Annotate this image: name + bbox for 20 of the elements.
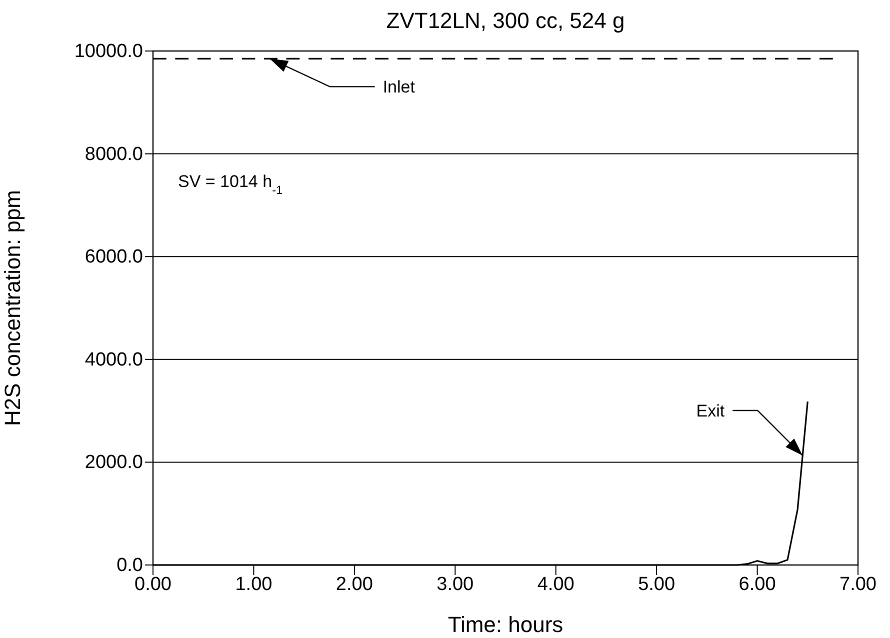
x-tick-label: 1.00 bbox=[235, 574, 272, 595]
y-tick-label: 4000.0 bbox=[84, 349, 143, 370]
annotation: Inlet bbox=[382, 78, 416, 97]
y-axis-title: H2S concentration: ppm bbox=[0, 190, 25, 426]
x-tick-label: 2.00 bbox=[336, 574, 373, 595]
x-tick-label: 3.00 bbox=[436, 574, 474, 595]
x-tick-label: 5.00 bbox=[638, 574, 676, 595]
y-tick-label: 8000.0 bbox=[84, 144, 143, 165]
y-tick-label: 6000.0 bbox=[84, 246, 143, 268]
annotation: SV = 1014 h$_{-1}$ bbox=[178, 172, 284, 197]
chart-title: ZVT12LN, 300 cc, 524 g bbox=[386, 8, 625, 33]
x-tick-label: 7.00 bbox=[840, 574, 876, 595]
x-tick-label: 4.00 bbox=[537, 574, 574, 595]
x-axis-title: Time: hours bbox=[448, 612, 564, 637]
annotation: Exit bbox=[696, 402, 725, 421]
x-tick-label: 0.00 bbox=[134, 574, 172, 595]
y-tick-label: 10000.0 bbox=[74, 41, 143, 62]
y-tick-label: 2000.0 bbox=[84, 452, 143, 474]
x-tick-label: 6.00 bbox=[738, 574, 776, 595]
y-tick-label: 0.0 bbox=[116, 555, 143, 576]
